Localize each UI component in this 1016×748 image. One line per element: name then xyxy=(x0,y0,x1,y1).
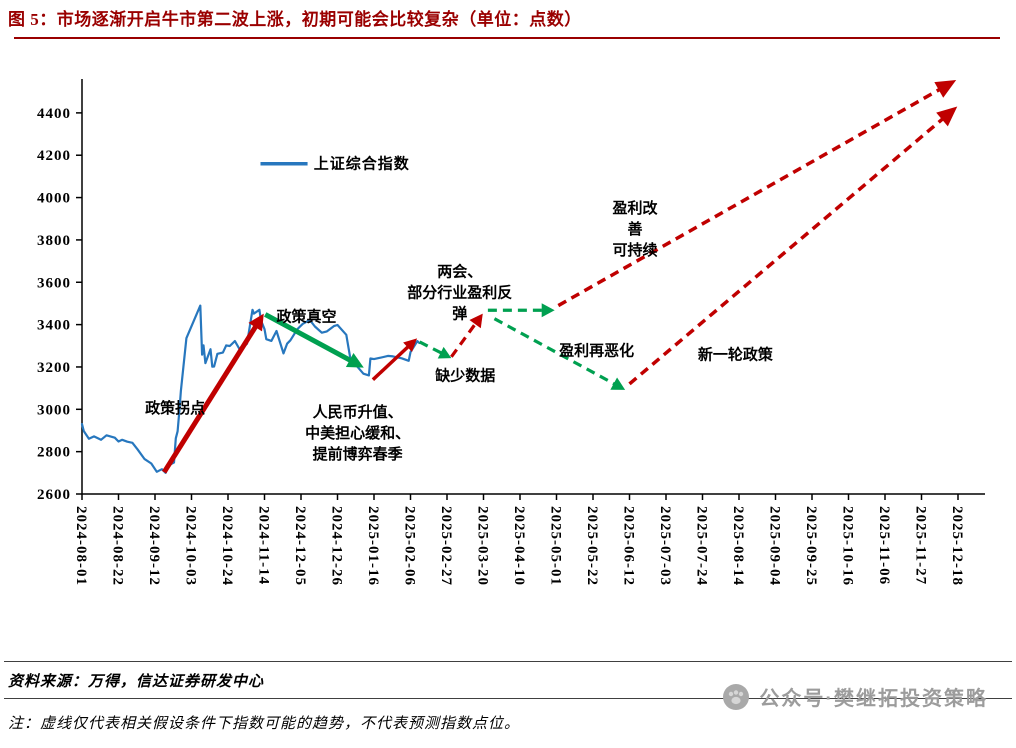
x-axis-label: 2025-12-18 xyxy=(949,506,965,586)
chart-canvas: 2600 2800 3000 3200 3400 3600 3800 4000 4200 4400… xyxy=(37,78,985,586)
x-axis-label: 2025-02-06 xyxy=(402,506,418,586)
y-axis-label: 4200 xyxy=(37,148,71,164)
legend-label: 上证综合指数 xyxy=(314,154,410,172)
x-axis-label: 2025-07-24 xyxy=(694,506,710,586)
x-axis-label: 2025-06-12 xyxy=(621,506,637,586)
y-axis-label: 4400 xyxy=(37,106,71,122)
y-axis-label: 3800 xyxy=(37,233,71,249)
trend-annotation: 人民币升值、中美担心缓和、提前博弈春季 xyxy=(305,403,410,463)
trend-annotation: 政策真空 xyxy=(276,307,336,325)
earnings-improve-arrow xyxy=(557,85,944,307)
x-axis-label: 2025-02-27 xyxy=(438,506,454,586)
x-axis-label: 2024-12-05 xyxy=(292,506,308,586)
x-axis-label: 2025-04-10 xyxy=(511,506,527,586)
note-line: 注：虚线仅代表相关假设条件下指数可能的趋势，不代表预测指数点位。 xyxy=(8,715,521,732)
policy-vacuum-arrow xyxy=(264,312,355,364)
x-axis-label: 2025-11-06 xyxy=(876,506,892,585)
source-line: 资料来源：万得，信达证券研发中心 xyxy=(8,673,265,690)
new-policy-round-arrow xyxy=(628,114,947,386)
header: 图 5：市场逐渐开启牛市第二波上涨，初期可能会比较复杂（单位：点数） xyxy=(0,0,1016,39)
x-axis-label: 2024-10-03 xyxy=(183,506,199,586)
x-axis-label: 2025-05-01 xyxy=(548,506,564,586)
new-policy-round-arrow-head xyxy=(936,106,958,127)
trend-annotation: 新一轮政策 xyxy=(698,345,774,363)
footer-divider-top xyxy=(4,660,1012,662)
trend-annotation: 两会、部分行业盈利反弹 xyxy=(407,262,512,322)
x-axis-label: 2025-03-20 xyxy=(475,506,491,586)
two-sessions-rebound-arrow xyxy=(450,320,479,358)
footer: 资料来源：万得，信达证券研发中心 注：虚线仅代表相关假设条件下指数可能的趋势，不… xyxy=(0,660,1016,733)
x-axis-label: 2024-08-01 xyxy=(73,506,89,586)
earnings-deteriorate-arrow xyxy=(493,317,618,387)
x-axis-label: 2024-09-12 xyxy=(146,506,162,586)
two-sessions-rebound-arrow-head xyxy=(469,313,483,329)
data-gap-arrow-head xyxy=(437,346,452,359)
policy-turning-point-arrow xyxy=(162,322,260,474)
trend-annotation: 盈利改善可持续 xyxy=(611,199,658,259)
y-axis-label: 2600 xyxy=(37,487,71,503)
trend-annotation: 缺少数据 xyxy=(434,366,495,384)
data-gap-arrow xyxy=(418,340,445,356)
y-axis-label: 4000 xyxy=(37,190,71,206)
watermark: 公众号·樊继拓投资策略 xyxy=(722,682,988,711)
trend-annotation: 政策拐点 xyxy=(145,399,205,417)
footer-divider-bottom xyxy=(4,697,1012,699)
x-axis-label: 2025-09-25 xyxy=(803,506,819,586)
y-axis-label: 2800 xyxy=(37,444,71,460)
policy-vacuum-arrow-head xyxy=(345,352,364,368)
y-axis-label: 3200 xyxy=(37,360,71,376)
policy-turning-point-arrow-head xyxy=(248,313,264,332)
watermark-label: 公众号·樊继拓投资策略 xyxy=(759,688,988,710)
x-axis-label: 2024-10-24 xyxy=(219,506,235,586)
x-axis-label: 2025-01-16 xyxy=(365,506,381,586)
x-axis-label: 2025-10-16 xyxy=(840,506,856,586)
y-axis-label: 3400 xyxy=(37,317,71,333)
watermark-paw-icon xyxy=(722,683,750,711)
chart-area: 2600 2800 3000 3200 3400 3600 3800 4000 4200 4400… xyxy=(0,39,1016,655)
y-axis-label: 3000 xyxy=(37,402,71,418)
title-underline xyxy=(14,36,1000,39)
earnings-flat-arrow-head xyxy=(541,303,555,318)
x-axis-label: 2024-12-26 xyxy=(329,506,345,586)
x-axis-label: 2025-09-04 xyxy=(767,506,783,586)
x-axis-label: 2025-11-27 xyxy=(913,506,929,585)
earnings-deteriorate-arrow-head xyxy=(610,377,626,390)
x-axis-label: 2024-08-22 xyxy=(110,506,126,586)
y-axis-label: 3600 xyxy=(37,275,71,291)
x-axis-label: 2025-05-22 xyxy=(584,506,600,586)
earnings-improve-arrow-head xyxy=(934,79,957,98)
spring-rally-arrow-head xyxy=(403,338,418,352)
spring-rally-arrow xyxy=(371,343,412,381)
trend-annotation: 盈利再恶化 xyxy=(558,341,634,359)
x-axis-label: 2025-08-14 xyxy=(730,506,746,586)
x-axis-label: 2024-11-14 xyxy=(256,506,272,585)
figure-title: 图 5：市场逐渐开启牛市第二波上涨，初期可能会比较复杂（单位：点数） xyxy=(8,10,582,29)
x-axis-label: 2025-07-03 xyxy=(657,506,673,586)
